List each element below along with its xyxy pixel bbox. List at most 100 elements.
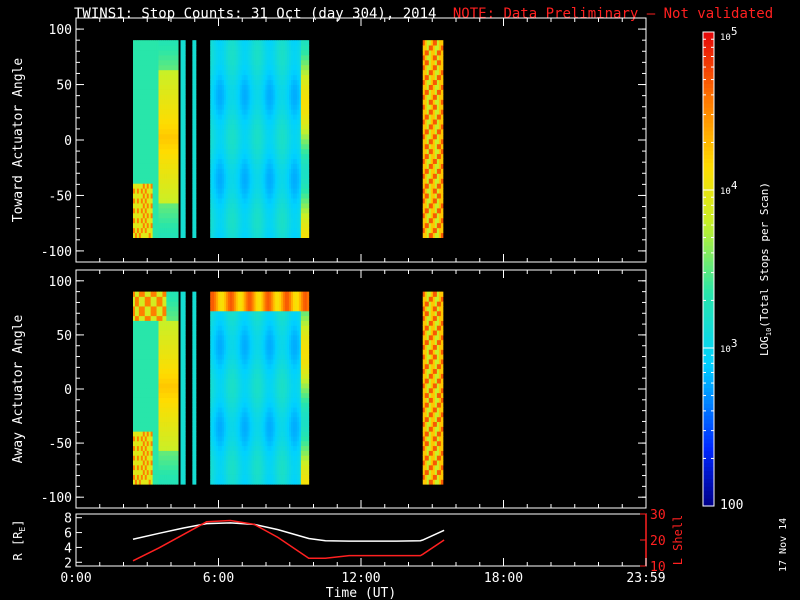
toward-heat-cell — [166, 143, 169, 150]
away-heat-cell — [134, 440, 138, 447]
away-heat-cell — [142, 301, 146, 307]
toward-heat-cell — [300, 119, 304, 125]
toward-heat-cell — [422, 69, 426, 76]
toward-heat-cell — [251, 227, 254, 234]
toward-heat-cell — [245, 193, 249, 199]
away-heat-cell — [138, 359, 142, 365]
toward-heat-cell — [267, 203, 270, 209]
away-heat-cell — [144, 464, 148, 471]
toward-heat-cell — [210, 163, 213, 169]
toward-heat-cell — [136, 153, 140, 160]
away-heat-cell — [172, 310, 175, 317]
away-heat-cell — [140, 474, 144, 480]
away-heat-cell — [164, 440, 167, 447]
toward-heat-cell — [223, 163, 227, 169]
toward-heat-cell — [233, 138, 237, 145]
away-heat-cell — [156, 474, 159, 480]
toward-heat-cell — [298, 193, 302, 199]
toward-heat-cell — [170, 222, 173, 229]
away-heat-cell — [140, 469, 144, 475]
away-heat-cell — [140, 455, 144, 461]
away-heat-cell — [194, 368, 197, 374]
toward-heat-cell — [156, 40, 159, 46]
toward-heat-cell — [291, 84, 294, 90]
toward-heat-cell — [434, 188, 438, 194]
away-heat-cell — [194, 344, 197, 350]
away-heat-cell — [160, 426, 163, 432]
away-heat-cell — [182, 440, 186, 447]
toward-heat-cell — [277, 138, 280, 145]
away-heat-cell — [162, 431, 165, 437]
away-heat-cell — [182, 402, 186, 408]
toward-heat-cell — [253, 168, 256, 174]
away-heat-cell — [154, 479, 157, 485]
toward-heat-cell — [426, 74, 430, 81]
toward-heat-cell — [428, 163, 432, 169]
toward-heat-cell — [144, 124, 148, 130]
toward-heat-cell — [172, 64, 175, 71]
toward-heat-cell — [148, 64, 152, 71]
toward-heat-cell — [304, 168, 308, 174]
toward-heat-cell — [430, 198, 434, 204]
toward-heat-cell — [225, 114, 229, 120]
toward-heat-cell — [279, 193, 282, 199]
toward-heat-cell — [214, 203, 217, 209]
toward-heat-cell — [223, 59, 227, 66]
toward-heat-cell — [273, 153, 276, 160]
toward-heat-cell — [223, 74, 227, 81]
toward-heat-cell — [231, 173, 235, 179]
toward-heat-cell — [216, 50, 219, 56]
toward-heat-cell — [422, 109, 426, 115]
away-heat-cell — [160, 354, 163, 360]
away-heat-cell — [164, 296, 167, 302]
toward-heat-cell — [436, 129, 440, 135]
toward-heat-cell — [292, 168, 296, 174]
toward-heat-cell — [434, 183, 438, 189]
toward-heat-cell — [259, 153, 262, 160]
away-heat-cell — [133, 407, 136, 413]
toward-heat-cell — [239, 79, 243, 86]
toward-heat-cell — [168, 207, 171, 214]
toward-heat-cell — [304, 193, 308, 199]
away-heat-cell — [168, 397, 171, 403]
toward-heat-cell — [436, 69, 440, 76]
toward-heat-cell — [152, 153, 155, 160]
toward-heat-cell — [223, 99, 227, 105]
away-heat-cell — [223, 325, 227, 331]
toward-heat-cell — [180, 232, 184, 238]
toward-heat-cell — [218, 173, 221, 179]
away-heat-cell — [174, 387, 177, 394]
toward-heat-cell — [289, 69, 292, 76]
away-heat-cell — [223, 368, 227, 374]
away-heat-cell — [154, 474, 157, 480]
away-heat-cell — [156, 397, 159, 403]
away-heat-cell — [220, 421, 223, 427]
toward-heat-cell — [440, 138, 444, 145]
toward-heat-cell — [265, 64, 268, 71]
away-heat-cell — [138, 291, 142, 297]
away-heat-cell — [140, 373, 144, 379]
toward-heat-cell — [180, 173, 184, 179]
toward-heat-cell — [170, 153, 173, 160]
toward-heat-cell — [245, 138, 249, 145]
toward-heat-cell — [292, 158, 296, 164]
toward-heat-cell — [273, 168, 276, 174]
away-heat-cell — [136, 455, 140, 461]
toward-heat-cell — [166, 133, 169, 140]
away-heat-cell — [168, 445, 171, 451]
away-heat-cell — [142, 460, 146, 466]
toward-heat-cell — [426, 227, 430, 234]
toward-heat-cell — [302, 114, 306, 120]
toward-heat-cell — [146, 212, 150, 219]
toward-heat-cell — [265, 153, 268, 160]
toward-heat-cell — [247, 148, 251, 155]
toward-heat-cell — [239, 94, 243, 100]
toward-heat-cell — [247, 168, 251, 174]
away-heat-cell — [212, 344, 215, 350]
toward-heat-cell — [267, 59, 270, 66]
toward-heat-cell — [231, 217, 235, 224]
toward-heat-cell — [138, 173, 142, 179]
away-heat-cell — [152, 474, 155, 480]
toward-heat-cell — [170, 193, 173, 199]
toward-heat-cell — [428, 153, 432, 160]
